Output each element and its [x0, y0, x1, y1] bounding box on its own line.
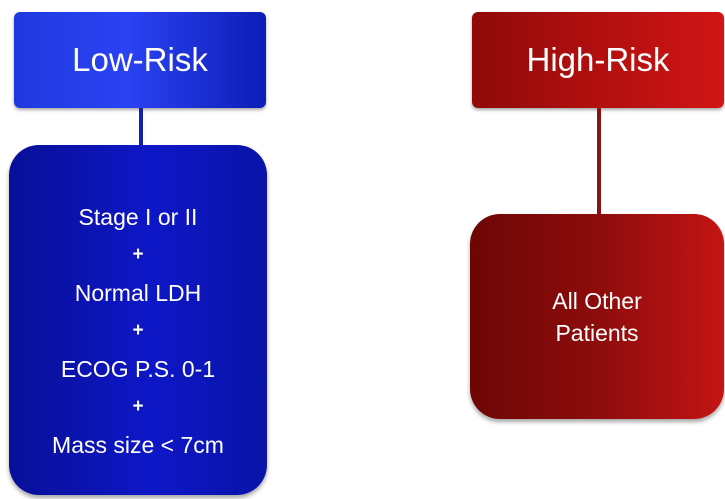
- plus-sign: +: [132, 396, 144, 417]
- low-risk-header: Low-Risk: [14, 12, 266, 108]
- plus-sign: +: [132, 244, 144, 265]
- high-risk-line-1: All Other: [552, 287, 642, 314]
- high-risk-criteria-box: All Other Patients: [470, 214, 724, 419]
- criterion-stage: Stage I or II: [78, 204, 198, 230]
- high-risk-connector: [597, 108, 601, 215]
- low-risk-connector: [139, 108, 143, 146]
- plus-sign: +: [132, 320, 144, 341]
- criterion-ldh: Normal LDH: [74, 280, 202, 306]
- high-risk-line-2: Patients: [555, 319, 639, 346]
- high-risk-title: High-Risk: [526, 41, 670, 78]
- low-risk-title: Low-Risk: [72, 41, 208, 78]
- low-risk-criteria-box: Stage I or II + Normal LDH + ECOG P.S. 0…: [9, 145, 267, 495]
- criterion-ecog: ECOG P.S. 0-1: [60, 356, 216, 382]
- high-risk-header: High-Risk: [472, 12, 724, 108]
- criterion-mass-size: Mass size < 7cm: [52, 432, 224, 458]
